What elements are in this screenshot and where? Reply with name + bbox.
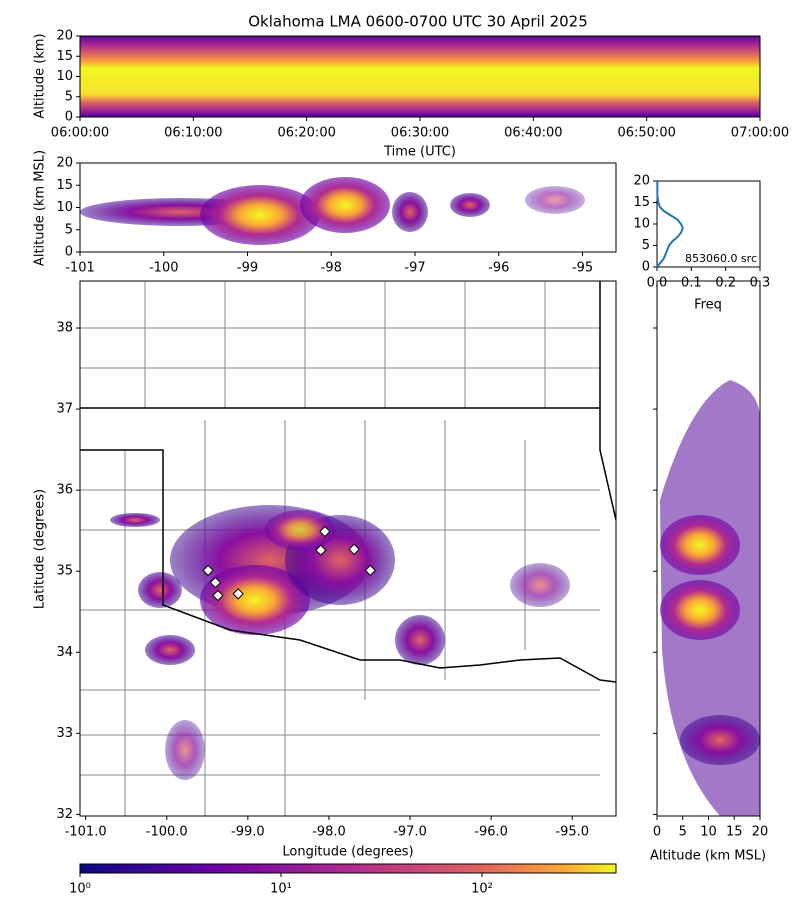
station (315, 544, 327, 556)
x-tick-label: -95.0 (555, 825, 589, 840)
y-tick-label: 0 (642, 260, 650, 275)
x-axis-label: Freq (694, 298, 722, 313)
y-tick-label: 37 (56, 402, 73, 417)
y-tick-label: 38 (56, 321, 73, 336)
x-tick-label: -99.0 (231, 825, 265, 840)
y-tick-label: 5 (65, 89, 73, 104)
y-tick-label: 5 (642, 238, 650, 253)
x-tick-label: -98.0 (312, 825, 346, 840)
x-axis-label: Time (UTC) (383, 145, 456, 160)
x-tick-label: 5 (679, 825, 687, 840)
x-tick-label: 0 (653, 825, 661, 840)
colorbar-tick-label: 10² (471, 882, 493, 897)
y-tick-label: 15 (633, 195, 650, 210)
x-tick-label: 0.3 (750, 276, 771, 291)
station (202, 564, 214, 577)
station (232, 588, 244, 600)
colorbar-tick-label: 10⁰ (69, 882, 91, 897)
x-tick-label: 0.0 (647, 276, 668, 291)
colorbar-tick-label: 10¹ (270, 882, 292, 897)
y-axis-label: Altitude (km MSL) (33, 150, 48, 266)
x-tick-label: -98 (321, 261, 342, 276)
y-tick-label: 20 (633, 174, 650, 189)
x-tick-label: 10 (700, 825, 717, 840)
y-tick-label: 10 (633, 217, 650, 232)
x-tick-label: 06:50:00 (617, 126, 675, 141)
station (364, 564, 377, 577)
x-tick-label: -100 (149, 261, 179, 276)
x-tick-label: 20 (752, 825, 769, 840)
y-tick-label: 36 (56, 483, 73, 498)
x-tick-label: 06:20:00 (277, 126, 335, 141)
alt-lat-density (660, 380, 760, 816)
x-tick-label: -97.0 (393, 825, 427, 840)
x-axis-label: Altitude (km MSL) (650, 849, 766, 864)
x-tick-label: -101.0 (65, 825, 107, 840)
y-tick-label: 33 (56, 726, 73, 741)
y-tick-label: 34 (56, 645, 73, 660)
x-tick-label: 06:40:00 (504, 126, 562, 141)
plan-frame (79, 280, 617, 817)
x-tick-label: -99 (237, 261, 258, 276)
y-tick-label: 20 (56, 29, 73, 44)
y-axis-label: Latitude (degrees) (33, 489, 48, 609)
y-tick-label: 32 (56, 807, 73, 822)
x-tick-label: 06:10:00 (164, 126, 222, 141)
x-tick-label: -100.0 (146, 825, 188, 840)
x-tick-label: 07:00:00 (731, 126, 789, 141)
title: Oklahoma LMA 0600-0700 UTC 30 April 2025 (248, 13, 588, 31)
x-tick-label: 15 (726, 825, 743, 840)
x-axis-label: Longitude (degrees) (282, 845, 413, 860)
plan-map (80, 281, 616, 816)
station (212, 589, 224, 602)
x-tick-label: 0.2 (715, 276, 736, 291)
x-tick-label: -96.0 (474, 825, 508, 840)
station (209, 576, 222, 589)
altitude-profile (656, 181, 684, 268)
x-tick-label: -95 (572, 261, 593, 276)
colorbar (79, 863, 617, 874)
time-height-density (80, 36, 760, 117)
station (348, 543, 360, 556)
y-tick-label: 35 (56, 564, 73, 579)
y-tick-label: 0 (65, 245, 73, 260)
x-tick-label: -97 (404, 261, 425, 276)
x-tick-label: 0.1 (681, 276, 702, 291)
y-tick-label: 10 (56, 69, 73, 84)
y-axis-label: Altitude (km) (33, 33, 48, 118)
x-tick-label: 06:30:00 (391, 126, 449, 141)
y-tick-label: 10 (56, 200, 73, 215)
y-tick-label: 15 (56, 178, 73, 193)
y-tick-label: 0 (65, 110, 73, 125)
x-tick-label: -96 (488, 261, 509, 276)
station (319, 525, 331, 538)
x-tick-label: 06:00:00 (51, 126, 109, 141)
y-tick-label: 20 (56, 156, 73, 171)
x-tick-label: -101 (65, 261, 95, 276)
lon-alt-density (80, 177, 585, 245)
annotation: 853060.0 src (685, 252, 757, 265)
y-tick-label: 5 (65, 222, 73, 237)
y-tick-label: 15 (56, 49, 73, 64)
